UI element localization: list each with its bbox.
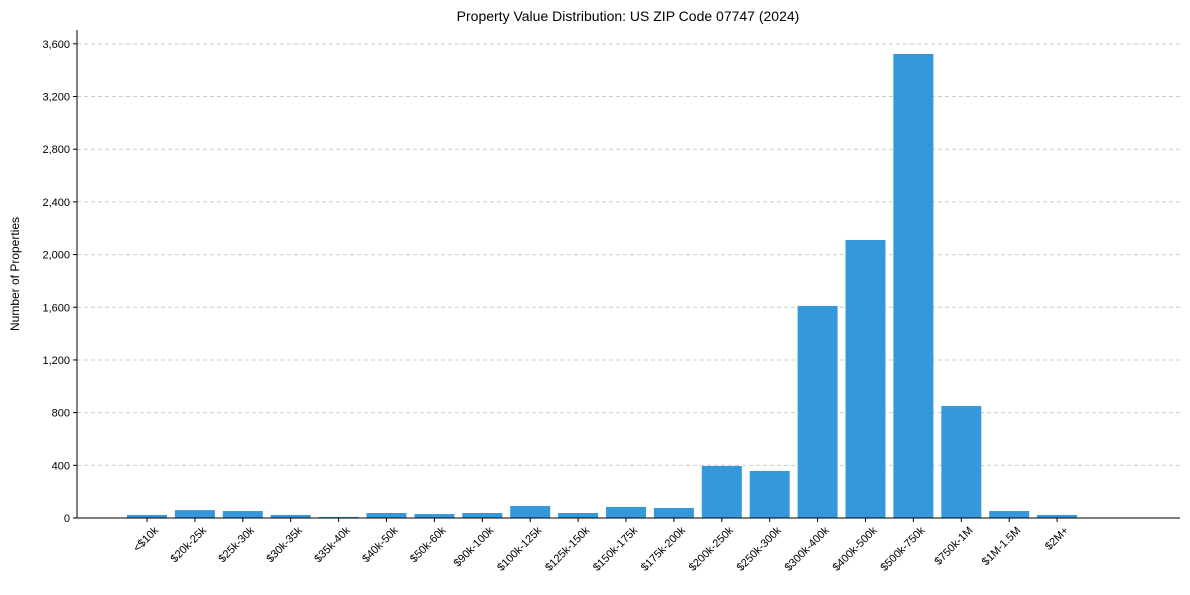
- y-tick-label: 3,600: [42, 39, 70, 51]
- x-tick-label: $750k-1M: [932, 525, 975, 568]
- y-tick-label: 3,200: [42, 92, 70, 104]
- x-tick-label: $20k-25k: [169, 524, 210, 565]
- bar: [941, 406, 982, 518]
- x-tick-label: $300k-400k: [783, 524, 832, 573]
- x-tick-label: $100k-125k: [495, 524, 544, 573]
- bar: [1037, 514, 1078, 518]
- x-tick-label: $25k-30k: [216, 524, 257, 565]
- x-tick-label: $40k-50k: [360, 524, 401, 565]
- bar: [558, 512, 599, 518]
- y-axis-label: Number of Properties: [8, 217, 22, 331]
- bar: [414, 514, 455, 518]
- bar: [701, 465, 742, 518]
- bar: [989, 511, 1030, 518]
- y-tick-label: 1,600: [42, 302, 70, 314]
- bar: [270, 514, 311, 518]
- bar: [606, 506, 646, 518]
- bar: [653, 507, 694, 518]
- y-tick-label: 800: [52, 408, 70, 420]
- x-tick-label: $50k-60k: [408, 524, 449, 565]
- x-tick-label: $400k-500k: [830, 524, 879, 573]
- x-tick-label: $1M-1.5M: [980, 525, 1024, 569]
- bar: [174, 510, 215, 518]
- y-tick-label: 1,200: [42, 355, 70, 367]
- x-tick-label: $500k-750k: [878, 524, 927, 573]
- y-tick-label: 2,800: [42, 144, 70, 156]
- bar: [510, 506, 551, 518]
- bar: [797, 305, 838, 518]
- bar: [366, 512, 407, 518]
- bar: [318, 516, 359, 518]
- bar: [893, 53, 934, 519]
- bar: [462, 512, 503, 518]
- x-tick-label: $2M+: [1043, 525, 1071, 553]
- x-tick-label: $175k-200k: [639, 524, 688, 573]
- x-tick-label: <$10k: [131, 524, 161, 554]
- x-tick-label: $250k-300k: [735, 524, 784, 573]
- x-tick-label: $30k-35k: [264, 524, 305, 565]
- x-tick-label: $90k-100k: [452, 524, 497, 569]
- bar: [222, 511, 263, 518]
- bar: [845, 239, 886, 518]
- y-tick-label: 400: [52, 460, 70, 472]
- y-tick-label: 0: [64, 513, 70, 525]
- x-tick-label: $35k-40k: [312, 524, 353, 565]
- x-tick-label: $125k-150k: [543, 524, 592, 573]
- y-tick-label: 2,000: [42, 250, 70, 262]
- bar: [749, 470, 790, 518]
- y-tick-label: 2,400: [42, 197, 70, 209]
- x-tick-label: $150k-175k: [591, 524, 640, 573]
- chart-title: Property Value Distribution: US ZIP Code…: [457, 8, 800, 24]
- x-tick-label: $200k-250k: [687, 524, 736, 573]
- bar: [127, 514, 167, 518]
